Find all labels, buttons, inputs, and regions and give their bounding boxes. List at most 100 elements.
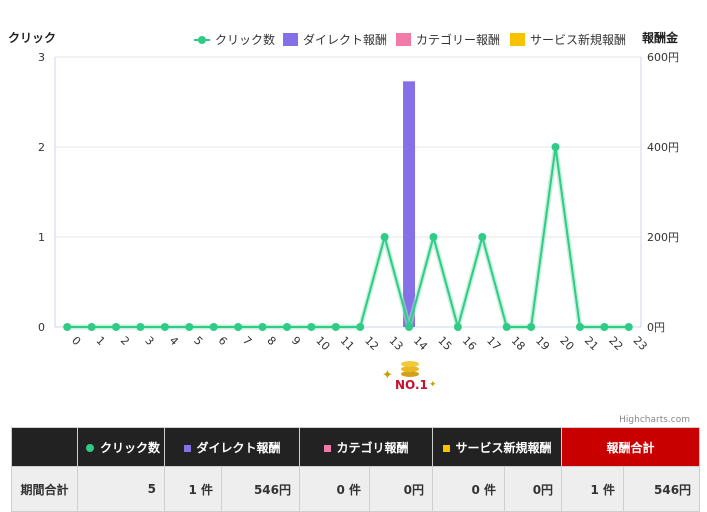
data-point: [307, 323, 316, 331]
data-point: [282, 323, 291, 331]
x-tick-label: 13: [387, 334, 406, 353]
header-category: カテゴリ報酬: [299, 427, 434, 467]
y-tick-label-right: 200円: [647, 231, 679, 244]
data-point: [502, 323, 511, 331]
bars: [403, 81, 416, 327]
direct-count: 1 件: [164, 466, 222, 512]
x-tick-label: 16: [460, 334, 479, 353]
legend-label-clicks: クリック数: [215, 32, 275, 47]
sparkle-icon: ✦: [382, 368, 393, 383]
x-tick-label: 21: [582, 334, 601, 353]
data-point: [331, 323, 340, 331]
legend-item-category[interactable]: カテゴリー報酬: [396, 32, 500, 47]
data-point: [527, 323, 536, 331]
legend-dot-icon: [198, 36, 206, 44]
header-label: クリック数: [100, 440, 161, 455]
data-point: [87, 323, 96, 331]
x-tick-label: 17: [484, 334, 503, 353]
x-tick-label: 1: [94, 334, 108, 348]
legend-swatch-icon: [283, 33, 298, 46]
service-amount: 0円: [504, 466, 563, 512]
credits-link[interactable]: Highcharts.com: [619, 415, 690, 425]
x-tick-label: 12: [362, 334, 381, 353]
legend-item-service[interactable]: サービス新規報酬: [510, 32, 626, 47]
category-amount: 0円: [369, 466, 434, 512]
x-tick-label: 6: [216, 334, 230, 348]
y-tick-label-right: 0円: [647, 321, 665, 334]
row-label: 期間合計: [11, 466, 78, 512]
data-point: [258, 323, 267, 331]
x-tick-label: 2: [118, 334, 132, 348]
x-ticks: 0 1 2 3 4 5 6 7 8 9 10 11 12 13 14 15 16 17 18 19 20 21 22 23: [69, 334, 650, 353]
category-count: 0 件: [299, 466, 371, 512]
coin-icon: [401, 361, 419, 367]
data-point: [575, 323, 584, 331]
direct-amount: 546円: [220, 466, 301, 512]
y-tick-label: 1: [38, 231, 45, 244]
header-label: 報酬合計: [606, 440, 655, 455]
x-tick-label: 22: [606, 334, 625, 353]
header-service: サービス新規報酬: [432, 427, 563, 467]
y-tick-label: 3: [38, 51, 45, 64]
coin-icon: [401, 371, 419, 377]
header-label: ダイレクト報酬: [196, 440, 281, 455]
y-tick-label: 2: [38, 141, 45, 154]
x-tick-label: 9: [289, 334, 303, 348]
y-axis-title-right: 報酬金: [642, 30, 679, 45]
x-tick-label: 15: [435, 334, 454, 353]
y-ticks: 0 1 2 3 0円 200円 400円 600円: [38, 51, 679, 334]
total-count: 1 件: [561, 466, 625, 512]
data-point: [405, 323, 414, 331]
summary-total-row: 期間合計 5 1 件 546円 0 件 0円 0 件 0円 1 件 546円: [11, 466, 701, 512]
y-tick-label-right: 600円: [647, 51, 679, 64]
data-point: [453, 323, 462, 331]
data-point: [136, 323, 145, 331]
data-point: [356, 323, 365, 331]
summary-header-row: クリック数 ダイレクト報酬 カテゴリ報酬 サービス新規報酬 報酬合計: [11, 427, 701, 467]
data-point: [551, 143, 560, 151]
legend-label-service: サービス新規報酬: [530, 32, 626, 47]
summary-table: クリック数 ダイレクト報酬 カテゴリ報酬 サービス新規報酬 報酬合計 期間合計 …: [11, 427, 701, 512]
clicks-total: 5: [77, 466, 165, 512]
square-icon: [442, 444, 450, 452]
square-icon: [183, 444, 191, 452]
chart-container: 0 1 2 3 0円 200円 400円 600円 0 1 2 3 4 5 6 7 8 9 10 11 12 13 14 1…: [8, 30, 690, 425]
x-tick-label: 11: [338, 334, 357, 353]
data-point: [429, 233, 438, 241]
data-point: [160, 323, 169, 331]
square-icon: [323, 444, 331, 452]
badge-text: NO.1: [395, 378, 428, 392]
legend-swatch-icon: [510, 33, 525, 46]
x-tick-label: 4: [167, 334, 181, 348]
no1-badge: ✦ NO.1 ✦: [382, 361, 437, 392]
x-tick-label: 0: [69, 334, 83, 348]
coin-icon: [401, 366, 419, 372]
series-line: [67, 146, 629, 328]
sparkle-icon: ✦: [429, 380, 437, 390]
dot-icon: [86, 444, 94, 452]
x-tick-label: 3: [142, 334, 156, 348]
points: [63, 143, 633, 331]
x-tick-label: 7: [240, 334, 254, 348]
x-tick-label: 8: [264, 334, 278, 348]
header-label: カテゴリ報酬: [336, 440, 409, 455]
bar: [403, 81, 416, 327]
x-tick-label: 23: [631, 334, 650, 353]
x-tick-label: 20: [557, 334, 576, 353]
x-tick-label: 18: [509, 334, 528, 353]
grid: [54, 56, 642, 328]
legend-item-clicks[interactable]: クリック数: [194, 32, 275, 47]
legend-item-direct[interactable]: ダイレクト報酬: [283, 32, 387, 47]
y-tick-label: 0: [38, 321, 45, 334]
x-tick-label: 5: [191, 334, 205, 348]
total-amount: 546円: [623, 466, 701, 512]
data-point: [600, 323, 609, 331]
legend-label-category: カテゴリー報酬: [416, 32, 500, 47]
x-tick-label: 14: [411, 334, 430, 353]
legend-swatch-icon: [396, 33, 411, 46]
service-count: 0 件: [432, 466, 506, 512]
header-label: サービス新規報酬: [455, 440, 552, 455]
data-point: [234, 323, 243, 331]
lines: [67, 144, 629, 330]
